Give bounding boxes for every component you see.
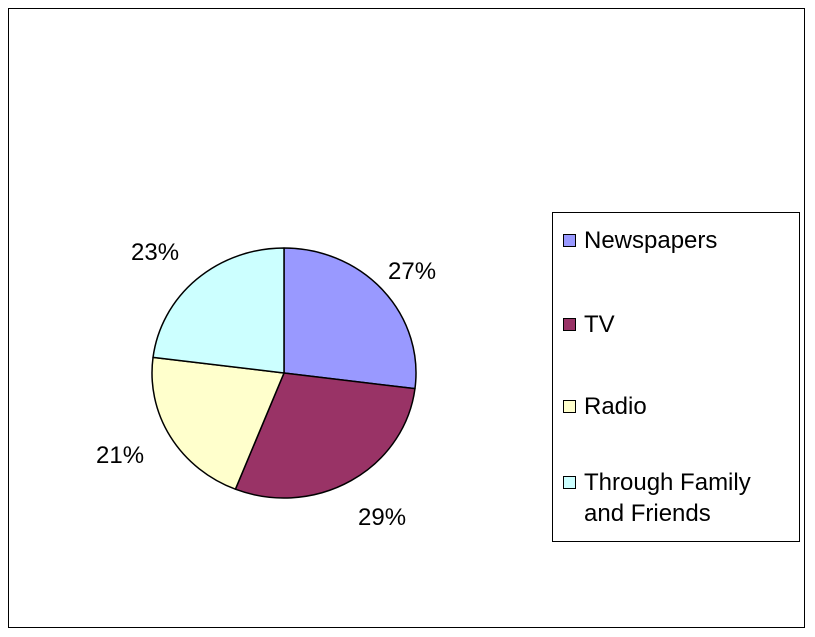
data-label-family-friends: 23% [131, 239, 179, 266]
legend-label-tv: TV [584, 311, 615, 338]
pie-slice-newspapers [283, 247, 417, 390]
legend-item-family-friends: Through Family and Friends [563, 467, 789, 529]
legend-swatch-tv [563, 318, 576, 331]
legend-label-family-friends: Through Family and Friends [584, 469, 751, 527]
legend-swatch-radio [563, 400, 576, 413]
legend-swatch-family-friends [563, 476, 576, 489]
data-label-radio: 21% [96, 442, 144, 469]
legend-item-tv: TV [563, 309, 789, 340]
legend: Newspapers TV Radio Through Family and F… [552, 212, 800, 542]
legend-item-radio: Radio [563, 391, 789, 422]
data-label-tv: 29% [358, 504, 406, 531]
legend-swatch-newspapers [563, 234, 576, 247]
legend-label-newspapers: Newspapers [584, 227, 718, 254]
legend-item-newspapers: Newspapers [563, 225, 789, 256]
pie-slice-radio [151, 356, 285, 490]
legend-label-radio: Radio [584, 393, 647, 420]
pie-slice-family-friends [152, 247, 285, 374]
pie-slice-tv [234, 372, 416, 499]
data-label-newspapers: 27% [388, 258, 436, 285]
